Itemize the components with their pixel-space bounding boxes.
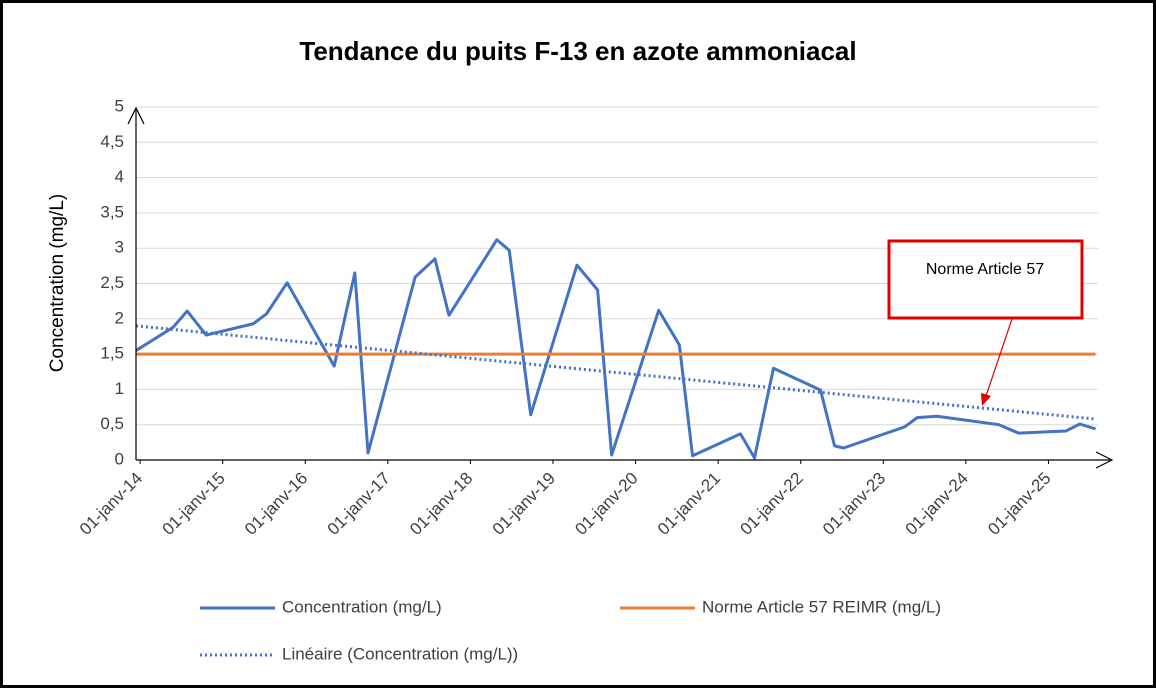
- y-tick-label: 1,5: [100, 344, 124, 363]
- annotation-arrowhead: [981, 393, 991, 406]
- legend-label: Concentration (mg/L): [282, 597, 442, 616]
- y-tick-label: 1: [115, 379, 124, 398]
- y-tick-label: 2: [115, 308, 124, 327]
- y-tick-label: 3: [115, 238, 124, 257]
- y-axis-arrow: [127, 106, 145, 125]
- annotation-box: [887, 239, 1084, 320]
- y-axis-title: Concentration (mg/L): [47, 194, 68, 372]
- annotation-arrow: [985, 318, 1013, 397]
- y-tick-label: 0,5: [100, 414, 124, 433]
- legend: Concentration (mg/L) Norme Article 57 REI…: [200, 597, 941, 663]
- y-tick-label: 0: [115, 449, 124, 468]
- chart-title: Tendance du puits F-13 en azote ammoniac…: [299, 36, 856, 66]
- y-tick-label: 4,5: [100, 132, 124, 151]
- x-axis-arrow: [1095, 451, 1114, 469]
- y-tick-label: 2,5: [100, 273, 124, 292]
- plot: [135, 238, 1096, 460]
- legend-label: Norme Article 57 REIMR (mg/L): [702, 597, 941, 616]
- annotation: Norme Article 57: [926, 261, 1044, 278]
- y-tick-label: 3,5: [100, 202, 124, 221]
- y-tick-label: 4: [115, 167, 124, 186]
- series-line: [135, 324, 1096, 421]
- legend-label: Linéaire (Concentration (mg/L)): [282, 644, 518, 663]
- y-tick-label: 5: [115, 96, 124, 115]
